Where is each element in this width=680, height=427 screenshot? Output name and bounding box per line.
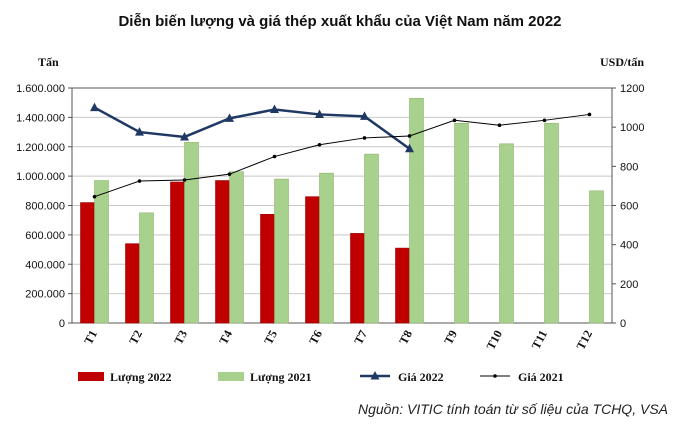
left-tick-label: 600.000 xyxy=(25,230,65,242)
left-axis-unit: Tấn xyxy=(38,55,59,69)
bar-lượng-2022-t4 xyxy=(215,180,230,324)
legend-marker-giá-2021 xyxy=(493,374,497,378)
legend: Lượng 2022 Lượng 2021 Giá 2022 Giá 2021 xyxy=(78,370,564,384)
point-giá-2021 xyxy=(182,178,187,182)
legend-label-lượng-2021: Lượng 2021 xyxy=(250,370,312,384)
bar-lượng-2021-t8 xyxy=(409,97,424,324)
bar-lượng-2021-t7 xyxy=(364,153,379,324)
x-tick-label: T7 xyxy=(351,328,370,347)
right-tick-label: 200 xyxy=(620,279,638,291)
left-axis-ticks: 0 200.000 400.000 600.000 800.000 1.000.000 1.… xyxy=(16,83,72,330)
point-giá-2021 xyxy=(497,123,502,128)
point-giá-2021 xyxy=(452,118,457,123)
x-tick-label: T1 xyxy=(81,328,100,347)
left-tick-label: 400.000 xyxy=(25,259,65,271)
point-giá-2021 xyxy=(587,112,592,117)
point-giá-2022 xyxy=(360,111,369,120)
left-tick-label: 200.000 xyxy=(25,289,65,301)
line-giá-2021 xyxy=(94,113,590,198)
bar-lượng-2022-t2 xyxy=(125,243,140,324)
right-tick-label: 400 xyxy=(620,240,638,252)
bar-lượng-2021-t9 xyxy=(454,122,469,324)
point-giá-2022 xyxy=(180,131,189,141)
x-tick-label: T9 xyxy=(441,328,460,347)
point-giá-2022 xyxy=(225,113,234,122)
right-tick-label: 600 xyxy=(620,201,638,213)
right-tick-label: 1000 xyxy=(620,122,644,134)
legend-swatch-lượng-2022 xyxy=(78,372,104,381)
left-tick-label: 1.600.000 xyxy=(16,83,65,95)
source-note: Nguồn: VITIC tính toán từ số liệu của TC… xyxy=(358,401,668,417)
x-axis-ticks: T1 T2 T3 T4 T5 T6 T7 T8 T9 T10 T11 T12 xyxy=(81,328,595,352)
bars xyxy=(80,97,604,324)
point-giá-2022 xyxy=(270,104,279,114)
point-giá-2021 xyxy=(137,179,142,183)
bar-lượng-2022-t1 xyxy=(80,202,95,324)
chart-title: Diễn biến lượng và giá thép xuất khẩu củ… xyxy=(118,13,561,30)
bar-lượng-2021-t2 xyxy=(139,212,154,324)
legend-label-lượng-2022: Lượng 2022 xyxy=(110,370,172,384)
bar-lượng-2021-t12 xyxy=(589,190,604,324)
lines xyxy=(90,102,592,199)
gridlines xyxy=(72,87,612,295)
x-tick-label: T10 xyxy=(483,328,505,352)
x-tick-label: T8 xyxy=(396,328,415,347)
left-tick-label: 1.200.000 xyxy=(16,142,65,154)
right-tick-label: 800 xyxy=(620,161,638,173)
x-tick-label: T5 xyxy=(261,328,280,347)
bar-lượng-2022-t6 xyxy=(305,196,320,324)
x-tick-label: T2 xyxy=(126,328,145,347)
bar-lượng-2022-t8 xyxy=(395,247,410,324)
left-tick-label: 0 xyxy=(59,318,65,330)
point-giá-2021 xyxy=(407,134,412,138)
point-giá-2021 xyxy=(272,154,277,159)
x-tick-label: T12 xyxy=(573,328,595,352)
bar-lượng-2021-t11 xyxy=(544,122,559,324)
point-giá-2021 xyxy=(362,136,367,140)
right-tick-label: 1200 xyxy=(620,83,644,95)
x-tick-label: T4 xyxy=(216,328,235,347)
bar-lượng-2021-t5 xyxy=(274,178,289,324)
left-tick-label: 800.000 xyxy=(25,201,65,213)
point-giá-2021 xyxy=(227,172,232,176)
point-giá-2022 xyxy=(135,127,144,136)
legend-label-giá-2022: Giá 2022 xyxy=(398,370,444,384)
point-giá-2022 xyxy=(315,109,324,118)
x-tick-label: T6 xyxy=(306,328,325,347)
legend-marker-giá-2022 xyxy=(370,371,380,380)
bar-lượng-2022-t5 xyxy=(260,214,275,324)
bar-lượng-2022-t7 xyxy=(350,233,365,324)
bar-lượng-2021-t10 xyxy=(499,143,514,324)
point-giá-2021 xyxy=(92,194,97,199)
bar-lượng-2021-t4 xyxy=(229,171,244,324)
x-tick-label: T11 xyxy=(529,328,550,352)
point-giá-2021 xyxy=(542,118,547,123)
right-axis-ticks: 0 200 400 600 800 1000 1200 xyxy=(612,83,644,330)
bar-lượng-2022-t3 xyxy=(170,181,185,324)
point-giá-2022 xyxy=(405,143,414,153)
bar-lượng-2021-t1 xyxy=(94,180,109,324)
legend-swatch-lượng-2021 xyxy=(218,372,244,381)
line-giá-2022 xyxy=(93,106,411,150)
right-tick-label: 0 xyxy=(620,318,626,330)
right-axis-unit: USD/tấn xyxy=(600,55,644,69)
x-tick-label: T3 xyxy=(171,328,190,347)
left-tick-label: 1.000.000 xyxy=(16,171,65,183)
legend-label-giá-2021: Giá 2021 xyxy=(518,370,564,384)
left-tick-label: 1.400.000 xyxy=(16,112,65,124)
point-giá-2021 xyxy=(317,142,322,147)
bar-lượng-2021-t3 xyxy=(184,142,199,324)
point-giá-2022 xyxy=(90,102,99,112)
bar-lượng-2021-t6 xyxy=(319,172,334,324)
